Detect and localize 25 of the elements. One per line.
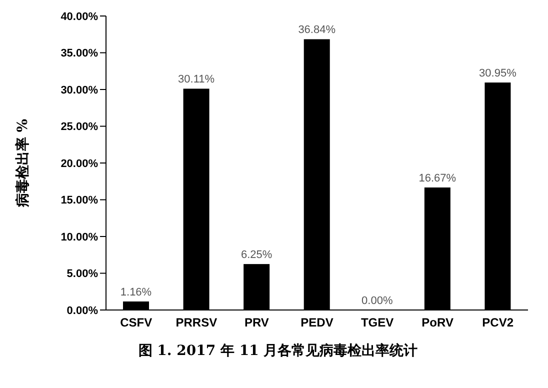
y-tick-label: 40.00%	[60, 10, 98, 23]
data-label: 30.95%	[479, 68, 517, 80]
data-label: 0.00%	[362, 295, 393, 307]
x-tick-label: TGEV	[360, 316, 394, 330]
y-tick-label: 10.00%	[60, 231, 98, 244]
data-label: 1.16%	[120, 286, 152, 298]
x-tick-label: PCV2	[482, 316, 514, 330]
x-tick-label: PEDV	[300, 316, 334, 330]
data-label: 36.84%	[298, 24, 336, 36]
text: 图 1. 2017 年 11 月各常见病毒检出率统计	[137, 342, 419, 360]
x-tick-label: PoRV	[422, 316, 454, 330]
y-tick-label: 30.00%	[60, 84, 98, 96]
data-label: 6.25%	[240, 249, 272, 262]
y-tick-label: 20.00%	[60, 158, 98, 170]
data-label: 30.11%	[178, 74, 215, 86]
x-tick-label: PRV	[244, 316, 269, 330]
y-axis-title: 病毒检出率 %	[14, 118, 31, 208]
y-tick-label: 25.00%	[60, 121, 98, 134]
x-tick-label: CSFV	[120, 316, 152, 330]
y-tick-label: 35.00%	[60, 48, 98, 60]
y-tick-label: 0.00%	[66, 304, 98, 317]
y-tick-label: 15.00%	[60, 194, 98, 207]
x-tick-label: PRRSV	[176, 316, 218, 330]
y-tick-label: 5.00%	[66, 268, 98, 280]
data-label: 16.67%	[418, 172, 456, 184]
